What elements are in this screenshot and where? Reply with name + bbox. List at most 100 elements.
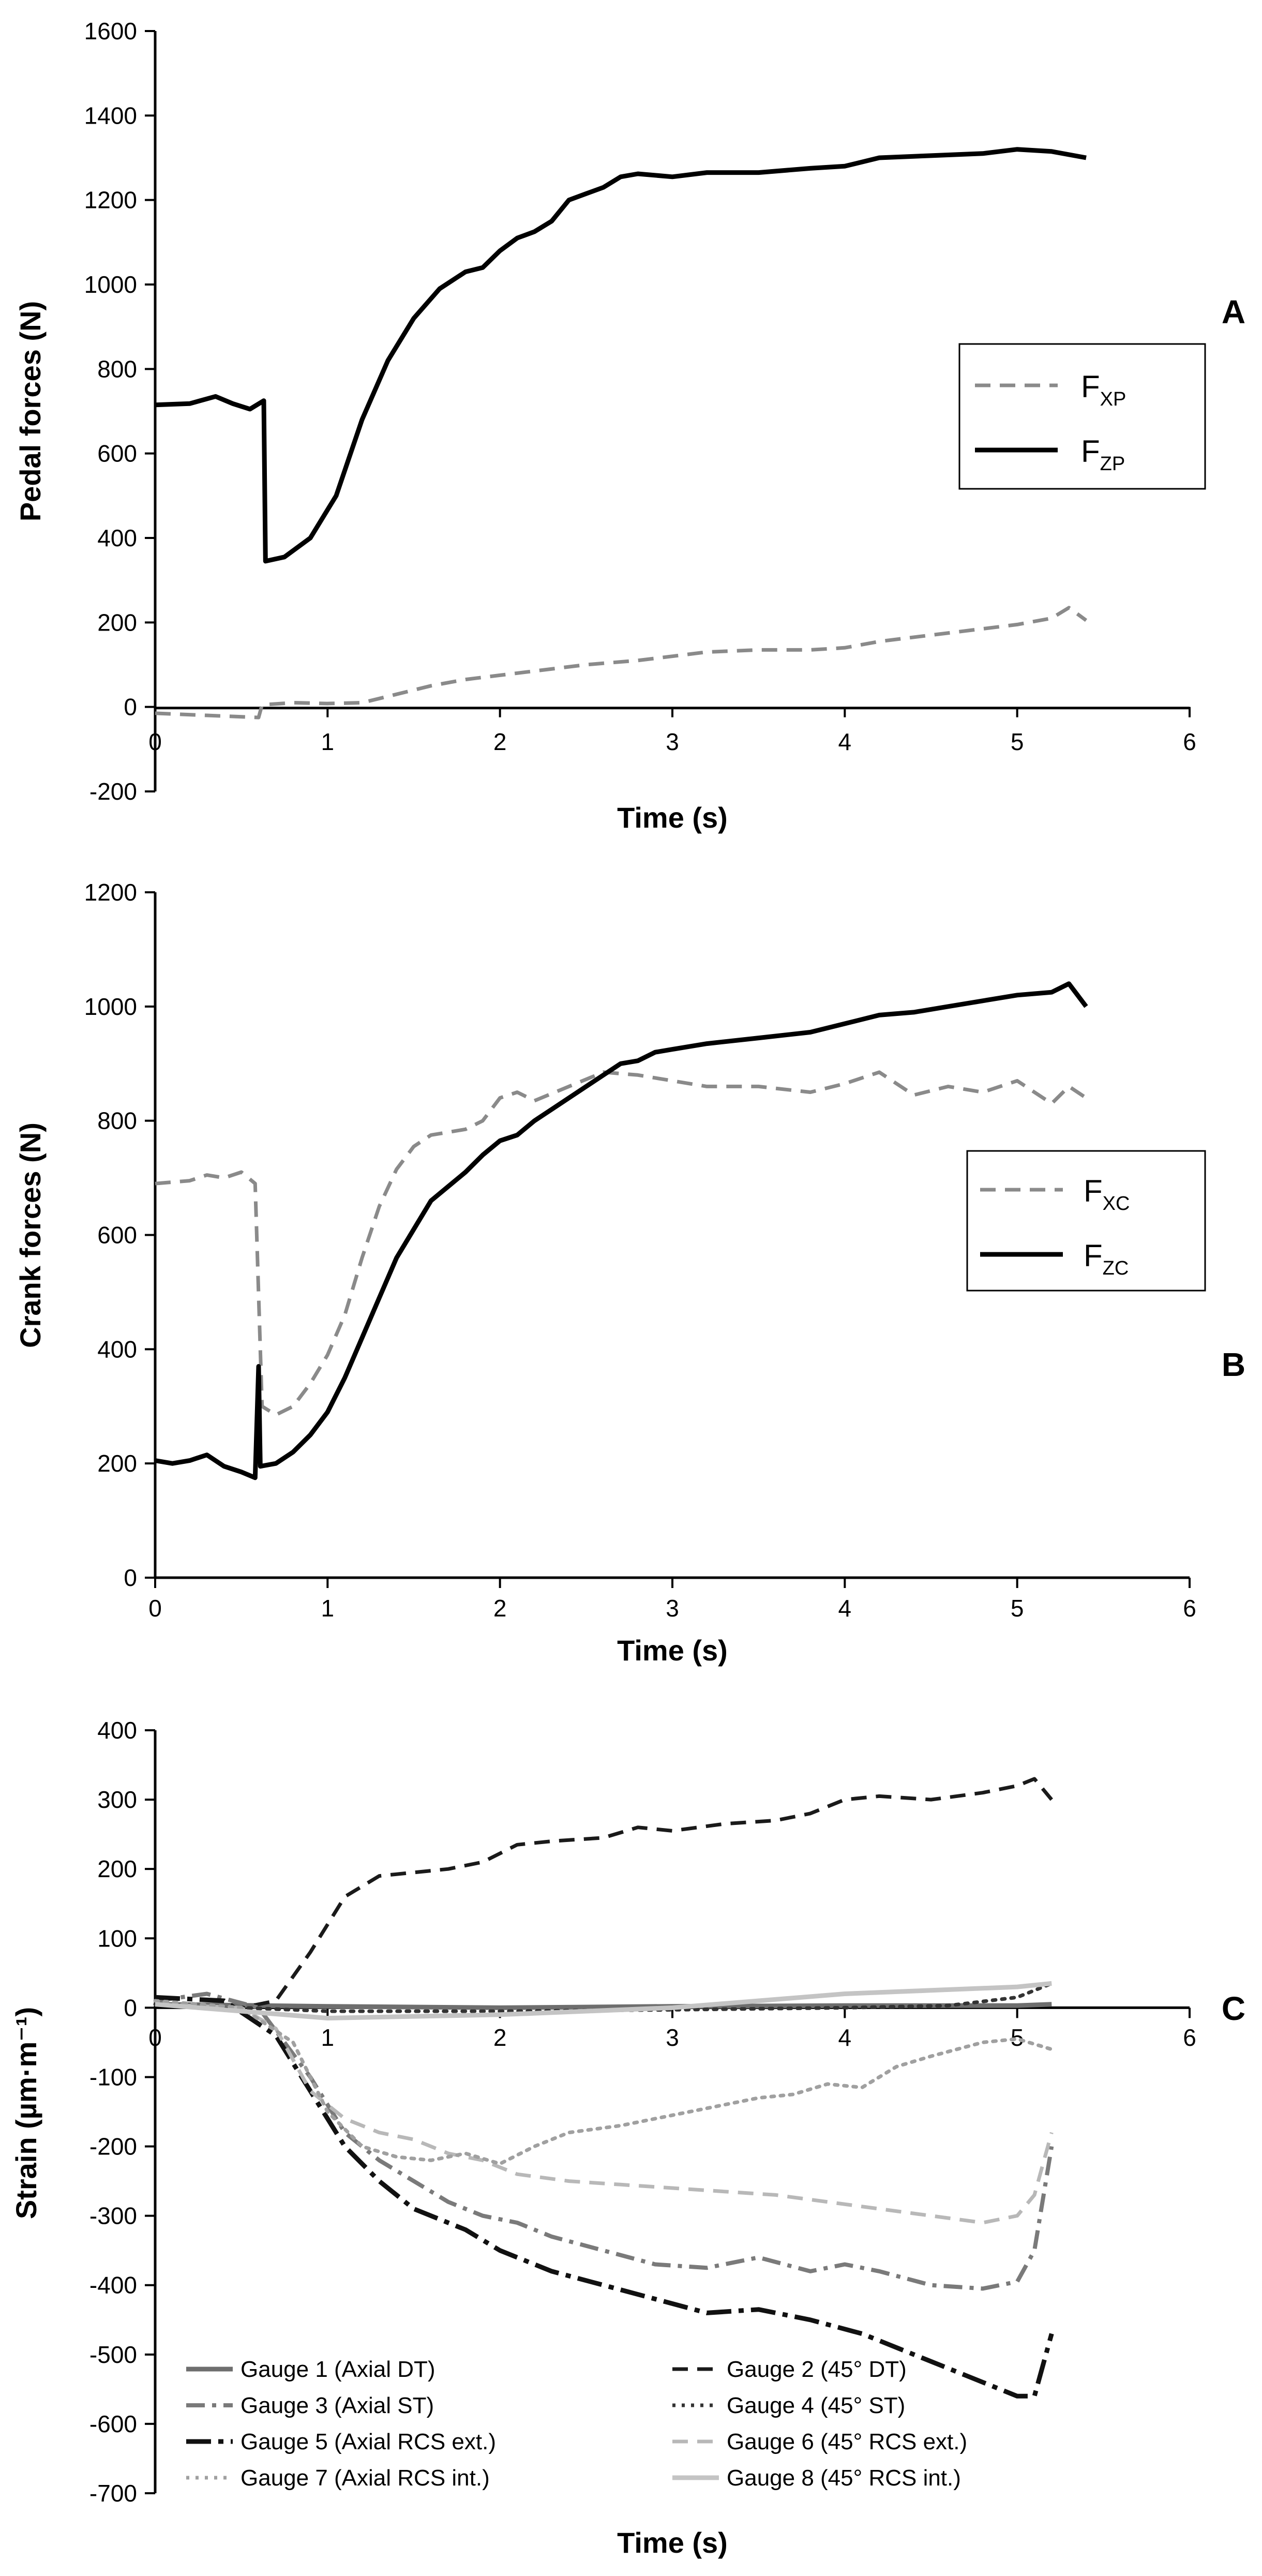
- legend-subscript: XP: [1100, 388, 1126, 410]
- legend-subscript: XC: [1103, 1193, 1130, 1215]
- y-tick-label: 0: [124, 694, 137, 721]
- y-tick-label: 300: [97, 1786, 137, 1813]
- y-tick-label: 100: [97, 1925, 137, 1952]
- y-tick-label: 600: [97, 440, 137, 467]
- y-tick-label: 1000: [84, 271, 137, 298]
- legend: Gauge 1 (Axial DT) Gauge 2 (45° DT) Gauge …: [186, 2357, 967, 2491]
- legend-main: F: [1084, 1238, 1103, 1273]
- legend-label: Gauge 7 (Axial RCS int.): [241, 2465, 490, 2491]
- y-tick-label: 800: [97, 1107, 137, 1134]
- y-axis-title: Pedal forces (N): [14, 301, 47, 521]
- y-tick-label: 200: [97, 1855, 137, 1882]
- legend-box: [966, 1150, 1206, 1292]
- panel-c: -700-600-500-400-300-200-100010020030040…: [10, 1717, 1245, 2559]
- y-tick-label: -300: [89, 2203, 137, 2229]
- y-tick-label: 400: [97, 1717, 137, 1744]
- x-ticks: 0 1 2 3 4 5 6: [148, 1578, 1196, 1622]
- panel-label: C: [1222, 1990, 1245, 2027]
- x-tick-label: 6: [1183, 1595, 1196, 1622]
- legend-label: FXP: [1081, 369, 1126, 410]
- series-line-gauge-6-45-rcs-ext: [155, 2002, 1054, 2225]
- x-tick-label: 6: [1183, 728, 1196, 755]
- series-group: [155, 981, 1088, 1480]
- series-line-gauge-2-45-dt: [155, 1777, 1053, 2010]
- legend-label: Gauge 4 (45° ST): [727, 2393, 905, 2418]
- legend-subscript: ZP: [1100, 453, 1125, 475]
- y-tick-label: -200: [89, 778, 137, 805]
- y-ticks: -200 0 200 400 600 800 1000 1200 1400 1600: [84, 18, 155, 805]
- legend-label: FZP: [1081, 434, 1125, 475]
- y-tick-label: 400: [97, 525, 137, 551]
- y-tick-label: 0: [124, 1564, 137, 1591]
- legend-main: F: [1081, 369, 1100, 404]
- series-group: [153, 1777, 1054, 2399]
- legend: FXP FZP: [958, 343, 1206, 490]
- x-tick-label: 4: [838, 728, 852, 755]
- y-tick-label: 200: [97, 1450, 137, 1477]
- y-tick-label: -200: [89, 2133, 137, 2160]
- legend-main: F: [1084, 1174, 1103, 1208]
- x-tick-label: 2: [493, 2024, 507, 2051]
- series-line-gauge-4-45-st: [153, 1981, 1054, 2013]
- x-tick-label: 5: [1011, 2024, 1024, 2051]
- y-tick-label: -500: [89, 2341, 137, 2368]
- x-ticks: 0 1 2 3 4 5 6: [148, 2008, 1196, 2051]
- x-tick-label: 4: [838, 2024, 852, 2051]
- legend-label: Gauge 5 (Axial RCS ext.): [241, 2429, 496, 2454]
- legend-main: F: [1081, 434, 1100, 469]
- y-axis-title: Strain (µm·m⁻¹): [10, 2007, 42, 2219]
- x-tick-label: 3: [666, 728, 679, 755]
- y-tick-label: 1400: [84, 102, 137, 129]
- legend-label: FXC: [1084, 1174, 1130, 1215]
- y-tick-label: 800: [97, 355, 137, 382]
- y-tick-label: 200: [97, 609, 137, 636]
- y-tick-label: 1200: [84, 879, 137, 906]
- legend-label: Gauge 6 (45° RCS ext.): [727, 2429, 967, 2454]
- x-tick-label: 0: [148, 1595, 162, 1622]
- panel-a: -200 0 200 400 600 800 1000 1200 1400 1600 0 1 2 3 4 5…: [14, 18, 1245, 834]
- legend-label: FZC: [1084, 1238, 1129, 1279]
- legend-label: Gauge 1 (Axial DT): [241, 2357, 435, 2382]
- y-ticks: 0 200 400 600 800 1000 1200: [84, 879, 155, 1591]
- panel-label: B: [1222, 1346, 1245, 1383]
- x-axis-title: Time (s): [617, 1634, 728, 1667]
- y-tick-label: 1000: [84, 993, 137, 1020]
- series-line-fxp: [155, 606, 1088, 720]
- x-tick-label: 1: [321, 728, 335, 755]
- panel-b: 0 200 400 600 800 1000 1200 0 1 2 3 4 5 6 Crank forc…: [14, 879, 1245, 1667]
- y-ticks: -700 -600 -500 -400 -300 -200 -100 0 100 200 300 40…: [89, 1717, 155, 2507]
- legend-box: [958, 343, 1206, 490]
- y-tick-label: -400: [89, 2272, 137, 2299]
- y-tick-label: -100: [89, 2063, 137, 2090]
- y-tick-label: 1200: [84, 187, 137, 214]
- panel-label: A: [1222, 293, 1245, 331]
- x-axis-title: Time (s): [617, 2526, 728, 2559]
- x-tick-label: 0: [148, 728, 162, 755]
- series-line-gauge-8-45-rcs-int: [155, 1981, 1052, 2020]
- y-tick-label: 600: [97, 1222, 137, 1249]
- y-tick-label: 400: [97, 1336, 137, 1362]
- x-tick-label: 3: [666, 2024, 679, 2051]
- y-tick-label: 0: [124, 1994, 137, 2021]
- x-tick-label: 2: [493, 728, 507, 755]
- legend-subscript: ZC: [1103, 1257, 1129, 1279]
- series-line-gauge-3-axial-st: [155, 1991, 1054, 2291]
- series-group: [155, 147, 1088, 720]
- legend-label: Gauge 2 (45° DT): [727, 2357, 907, 2382]
- y-tick-label: -600: [89, 2410, 137, 2437]
- x-tick-label: 1: [321, 2024, 335, 2051]
- series-line-fzp: [155, 147, 1087, 564]
- y-tick-label: 1600: [84, 18, 137, 44]
- x-tick-label: 1: [321, 1595, 335, 1622]
- legend-label: Gauge 3 (Axial ST): [241, 2393, 434, 2418]
- series-line-fxc: [155, 1070, 1087, 1417]
- x-tick-label: 0: [148, 2024, 162, 2051]
- series-line-gauge-7-axial-rcs-int: [153, 1999, 1054, 2166]
- legend: FXC FZC: [966, 1150, 1206, 1292]
- x-ticks: 0 1 2 3 4 5 6: [148, 707, 1196, 755]
- x-tick-label: 6: [1183, 2024, 1196, 2051]
- series-line-fzc: [155, 981, 1088, 1480]
- y-tick-label: -700: [89, 2480, 137, 2507]
